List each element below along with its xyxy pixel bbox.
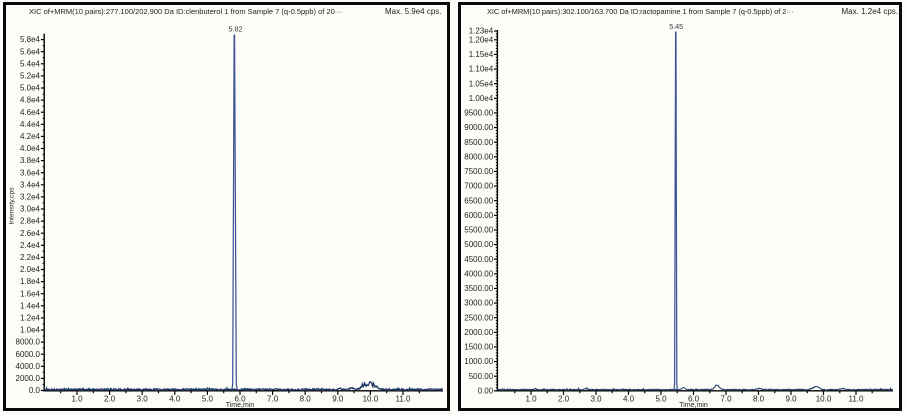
svg-text:9500.00: 9500.00 (464, 109, 493, 118)
svg-text:8.0: 8.0 (753, 395, 765, 404)
svg-text:3.8e4: 3.8e4 (20, 156, 41, 165)
svg-text:3.0e4: 3.0e4 (20, 205, 41, 214)
svg-text:1.2e4: 1.2e4 (20, 314, 41, 323)
svg-text:2.0: 2.0 (104, 395, 116, 404)
svg-text:6.0: 6.0 (234, 395, 246, 404)
svg-text:5.82: 5.82 (229, 25, 243, 34)
svg-text:3.6e4: 3.6e4 (20, 168, 41, 177)
svg-text:4.0: 4.0 (169, 395, 181, 404)
svg-text:4.2e4: 4.2e4 (20, 132, 41, 141)
svg-text:4.6e4: 4.6e4 (20, 108, 41, 117)
svg-text:7500.00: 7500.00 (464, 167, 493, 176)
svg-text:5.0: 5.0 (202, 395, 214, 404)
svg-text:Time,min: Time,min (226, 402, 255, 409)
svg-text:XIC of+MRM(10 pairs):277.100/2: XIC of+MRM(10 pairs):277.100/202.900 Da … (29, 7, 342, 16)
svg-text:1.10e4: 1.10e4 (469, 65, 494, 74)
svg-text:2.2e4: 2.2e4 (20, 253, 41, 262)
svg-text:0.0: 0.0 (29, 386, 41, 395)
svg-text:8.0: 8.0 (300, 395, 312, 404)
svg-text:2.4e4: 2.4e4 (20, 241, 41, 250)
svg-text:3500.00: 3500.00 (464, 284, 493, 293)
svg-text:9.0: 9.0 (785, 395, 797, 404)
svg-text:1.05e4: 1.05e4 (469, 79, 494, 88)
svg-text:8000.00: 8000.00 (464, 152, 493, 161)
svg-text:8500.00: 8500.00 (464, 138, 493, 147)
svg-text:XIC of+MRM(10 pairs):302.100/1: XIC of+MRM(10 pairs):302.100/163.700 Da … (487, 7, 794, 16)
svg-text:1.23e4: 1.23e4 (469, 27, 494, 36)
svg-text:4.8e4: 4.8e4 (20, 96, 41, 105)
svg-text:1.00e4: 1.00e4 (469, 94, 494, 103)
svg-text:4.0: 4.0 (623, 395, 635, 404)
svg-text:500.00: 500.00 (469, 372, 494, 381)
svg-text:4.4e4: 4.4e4 (20, 120, 41, 129)
svg-text:Time,min: Time,min (679, 402, 708, 409)
svg-text:9000.00: 9000.00 (464, 123, 493, 132)
svg-text:1.20e4: 1.20e4 (469, 35, 494, 44)
svg-text:1.4e4: 1.4e4 (20, 301, 41, 310)
svg-text:11.0: 11.0 (396, 395, 412, 404)
svg-text:10.0: 10.0 (816, 395, 832, 404)
svg-text:5.2e4: 5.2e4 (20, 72, 41, 81)
svg-text:7.0: 7.0 (720, 395, 732, 404)
svg-text:4000.0: 4000.0 (16, 362, 41, 371)
svg-text:7.0: 7.0 (267, 395, 279, 404)
svg-text:10.0: 10.0 (363, 395, 379, 404)
svg-text:2500.00: 2500.00 (464, 313, 493, 322)
svg-text:11.0: 11.0 (849, 395, 865, 404)
svg-text:5000.00: 5000.00 (464, 240, 493, 249)
svg-text:1.8e4: 1.8e4 (20, 277, 41, 286)
svg-text:5.0e4: 5.0e4 (20, 84, 41, 93)
svg-text:2.8e4: 2.8e4 (20, 217, 41, 226)
svg-text:3.0: 3.0 (137, 395, 149, 404)
svg-text:3000.00: 3000.00 (464, 299, 493, 308)
svg-text:5.0: 5.0 (655, 395, 667, 404)
svg-text:2000.00: 2000.00 (464, 328, 493, 337)
svg-text:1.0: 1.0 (71, 395, 83, 404)
svg-text:3.2e4: 3.2e4 (20, 193, 41, 202)
svg-text:7000.00: 7000.00 (464, 182, 493, 191)
svg-text:Max. 5.9e4 cps.: Max. 5.9e4 cps. (385, 7, 441, 16)
svg-text:4500.00: 4500.00 (464, 255, 493, 264)
svg-text:1500.00: 1500.00 (464, 343, 493, 352)
svg-text:2.0: 2.0 (558, 395, 570, 404)
svg-text:8000.0: 8000.0 (16, 338, 41, 347)
svg-text:4.0e4: 4.0e4 (20, 144, 41, 153)
svg-text:1000.00: 1000.00 (464, 357, 493, 366)
svg-text:Max. 1.2e4 cps.: Max. 1.2e4 cps. (842, 7, 898, 16)
svg-text:6000.0: 6000.0 (16, 350, 41, 359)
svg-text:3.0: 3.0 (590, 395, 602, 404)
svg-text:1.15e4: 1.15e4 (469, 50, 494, 59)
svg-text:1.0e4: 1.0e4 (20, 326, 41, 335)
svg-text:5.6e4: 5.6e4 (20, 47, 41, 56)
svg-text:1.0: 1.0 (525, 395, 537, 404)
svg-text:5.4e4: 5.4e4 (20, 59, 41, 68)
svg-text:6500.00: 6500.00 (464, 196, 493, 205)
svg-text:6000.00: 6000.00 (464, 211, 493, 220)
svg-text:0.00: 0.00 (478, 386, 494, 395)
svg-text:Intensity,cps: Intensity,cps (9, 187, 16, 225)
svg-text:2.0e4: 2.0e4 (20, 265, 41, 274)
svg-text:1.6e4: 1.6e4 (20, 289, 41, 298)
svg-text:9.0: 9.0 (332, 395, 344, 404)
svg-text:5.8e4: 5.8e4 (20, 35, 41, 44)
svg-text:2.6e4: 2.6e4 (20, 229, 41, 238)
svg-text:5.45: 5.45 (669, 22, 683, 31)
svg-text:3.4e4: 3.4e4 (20, 180, 41, 189)
svg-text:5500.00: 5500.00 (464, 226, 493, 235)
svg-text:6.0: 6.0 (688, 395, 700, 404)
svg-text:2000.0: 2000.0 (16, 374, 41, 383)
svg-text:4000.00: 4000.00 (464, 269, 493, 278)
